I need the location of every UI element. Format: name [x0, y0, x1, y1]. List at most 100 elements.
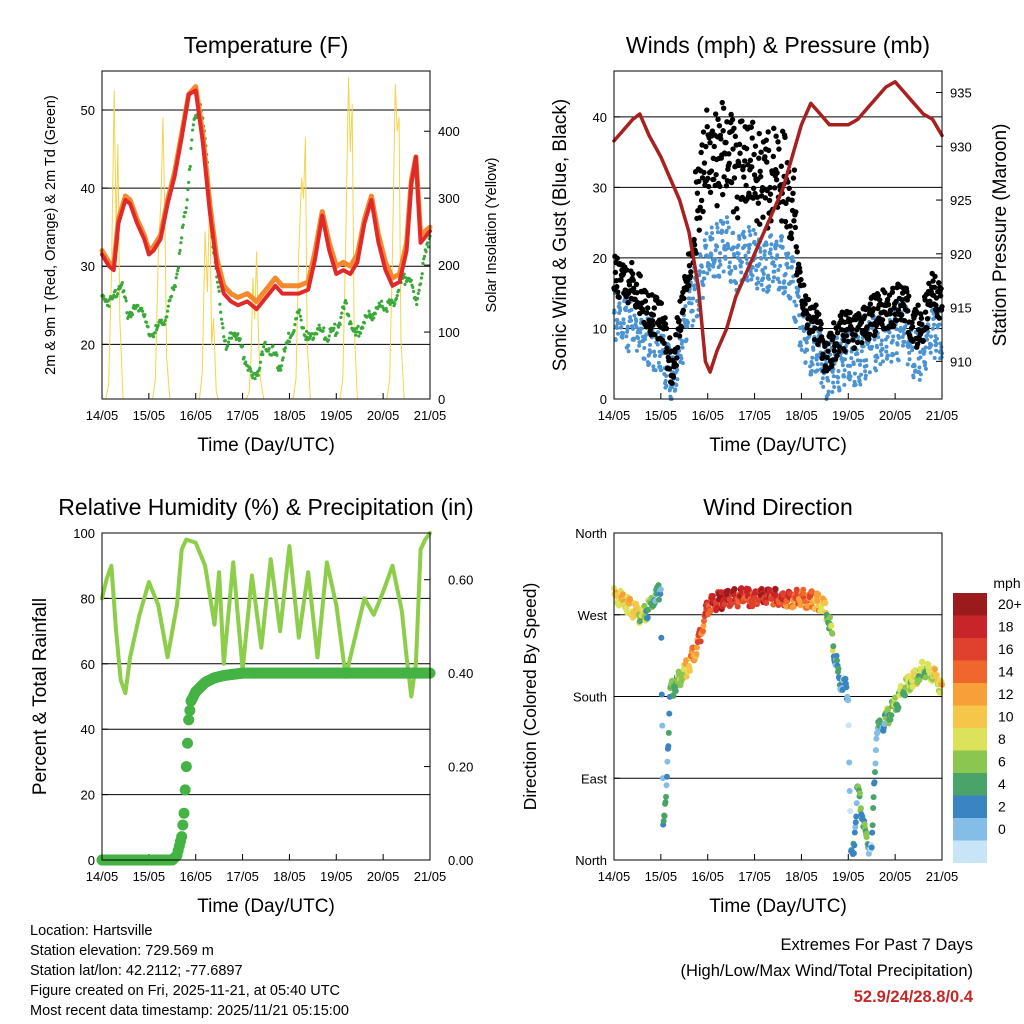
direction-point	[822, 600, 829, 607]
wind-point	[782, 279, 787, 284]
wind-point	[831, 374, 836, 379]
dewpoint-point	[362, 321, 366, 325]
temperature-xtick-label: 15/05	[133, 408, 166, 423]
wind-point	[688, 296, 693, 301]
direction-point	[693, 651, 700, 658]
wind-point	[715, 230, 720, 235]
wind-point	[747, 246, 752, 251]
dewpoint-point	[173, 284, 178, 289]
gust-point	[870, 306, 877, 312]
dewpoint-point	[166, 309, 170, 313]
gust-point	[926, 280, 932, 287]
gust-point	[749, 119, 756, 126]
dewpoint-point	[169, 294, 174, 298]
wind-point	[701, 283, 706, 288]
wind-point	[859, 372, 864, 377]
dewpoint-point	[353, 330, 357, 334]
wind-point	[879, 342, 884, 347]
winds-ytick-label: 30	[593, 180, 607, 195]
dewpoint-point	[283, 346, 288, 350]
wind-point	[772, 263, 777, 268]
gust-point	[729, 116, 736, 123]
wind-point	[912, 364, 917, 369]
wind-point	[842, 382, 847, 387]
legend-swatch	[953, 638, 987, 661]
direction-point	[763, 599, 770, 606]
dewpoint-point	[297, 311, 301, 315]
wind-point	[753, 231, 758, 236]
wind-point	[664, 373, 669, 378]
direction-point	[804, 602, 811, 609]
legend-label: 4	[998, 776, 1006, 792]
wind-point	[758, 249, 763, 254]
winds-y2tick-label: 930	[950, 139, 972, 154]
dewpoint-point	[233, 331, 237, 335]
wind-point	[917, 377, 922, 382]
dewpoint-point	[216, 285, 220, 289]
direction-point	[658, 691, 665, 698]
gust-point	[767, 191, 774, 197]
wind-point	[785, 265, 790, 270]
direction-point	[853, 800, 860, 807]
gust-point	[895, 307, 902, 313]
dewpoint-point	[125, 311, 129, 315]
wind-point	[755, 276, 760, 281]
gust-point	[633, 281, 640, 288]
dewpoint-point	[394, 296, 399, 301]
legend-swatch	[953, 773, 987, 796]
temperature-xtick-label: 16/05	[179, 408, 212, 423]
elevation-text: Station elevation: 729.569 m	[30, 943, 214, 959]
wind-point	[875, 345, 880, 350]
gust-point	[737, 150, 743, 156]
wind-point	[713, 248, 718, 253]
dewpoint-point	[412, 289, 416, 294]
direction-series	[611, 582, 945, 858]
wind-point	[777, 280, 782, 285]
wind-point	[864, 358, 869, 363]
dewpoint-point	[339, 315, 343, 319]
wind-point	[748, 233, 753, 238]
gust-point	[708, 168, 715, 174]
wind-point	[790, 255, 795, 260]
wind-point	[634, 348, 639, 353]
direction-point	[660, 817, 667, 824]
wind-point	[653, 353, 658, 358]
gust-point	[847, 309, 853, 316]
dewpoint-point	[187, 167, 192, 172]
winds-xtick-label: 20/05	[879, 408, 912, 423]
gust-point	[723, 183, 730, 189]
wind-point	[836, 375, 841, 380]
wind-point	[794, 303, 799, 308]
wind-point	[922, 349, 927, 354]
wind-point	[750, 265, 755, 270]
wind-point	[701, 270, 706, 275]
wind-point	[749, 277, 754, 282]
gust-point	[686, 262, 693, 269]
gust-point	[696, 227, 702, 233]
dewpoint-point	[172, 288, 176, 292]
winds-xtick-label: 17/05	[738, 408, 771, 423]
wind-point	[698, 269, 703, 274]
wind-point	[857, 378, 862, 383]
wind-point	[750, 273, 755, 278]
direction-point	[912, 667, 919, 674]
direction-point	[766, 586, 773, 593]
dewpoint-point	[403, 282, 407, 286]
wind-point	[642, 356, 647, 361]
direction-point	[874, 730, 881, 737]
wind-point	[934, 341, 939, 346]
direction-point	[925, 661, 932, 668]
temp2m-series	[100, 88, 432, 312]
wind-point	[628, 315, 633, 320]
direction-point	[700, 622, 707, 629]
gust-point	[625, 299, 631, 306]
gust-point	[852, 332, 859, 338]
gust-point	[728, 111, 734, 118]
wind-point	[745, 278, 750, 283]
wind-point	[797, 313, 802, 318]
direction-point	[738, 585, 745, 592]
gust-point	[866, 336, 872, 342]
dewpoint-point	[335, 331, 339, 335]
wind-point	[742, 243, 747, 248]
direction-point	[885, 706, 892, 713]
